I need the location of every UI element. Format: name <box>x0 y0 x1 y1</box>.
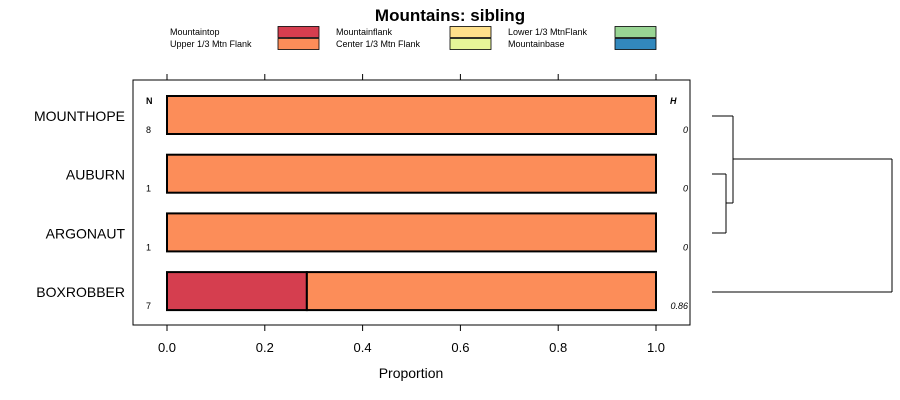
n-value: 1 <box>146 184 151 194</box>
category-label: BOXROBBER <box>36 284 125 300</box>
plot-frame <box>132 79 691 326</box>
category-label: MOUNTHOPE <box>34 108 125 124</box>
x-tick-label: 0.8 <box>549 340 567 355</box>
h-value: 0 <box>683 184 688 194</box>
category-label: ARGONAUT <box>46 225 126 241</box>
x-tick-label: 1.0 <box>647 340 665 355</box>
x-tick-label: 0.0 <box>158 340 176 355</box>
x-tick-label: 0.6 <box>451 340 469 355</box>
bars <box>166 95 657 312</box>
legend-label: Lower 1/3 MtnFlank <box>508 27 588 37</box>
legend-swatch <box>449 38 492 50</box>
h-value: 0 <box>683 242 688 252</box>
bar-segment <box>305 271 657 312</box>
legend-swatch <box>449 26 492 38</box>
legend: Mountaintop Upper 1/3 Mtn Flank Mountainfl… <box>170 26 657 50</box>
bar-segment <box>166 212 657 253</box>
bar-segment <box>166 95 657 135</box>
category-label: AUBURN <box>66 167 125 183</box>
axes: 0.0 0.2 0.4 0.6 0.8 1.0 <box>158 74 665 355</box>
legend-label: Mountainbase <box>508 39 565 49</box>
row-labels: MOUNTHOPE 8 0 AUBURN 1 0 ARGONAUT 1 0 BOXROBBER 7 0… <box>34 108 688 311</box>
n-value: 8 <box>146 125 151 135</box>
dendrogram <box>712 115 893 293</box>
legend-swatch <box>614 26 657 38</box>
legend-label: Mountaintop <box>170 27 220 37</box>
n-value: 7 <box>146 301 151 311</box>
x-tick-label: 0.2 <box>256 340 274 355</box>
legend-label: Mountainflank <box>336 27 393 37</box>
legend-swatch <box>277 38 320 50</box>
h-value: 0.86 <box>670 301 688 311</box>
legend-label: Upper 1/3 Mtn Flank <box>170 39 252 49</box>
n-header: N <box>146 96 153 106</box>
bar-segment <box>166 153 657 194</box>
h-value: 0 <box>683 125 688 135</box>
x-axis-label: Proportion <box>379 365 444 381</box>
legend-swatch <box>277 26 320 38</box>
h-header: H <box>670 96 677 106</box>
chart-title: Mountains: sibling <box>375 6 525 25</box>
bar-segment <box>166 271 308 312</box>
legend-label: Center 1/3 Mtn Flank <box>336 39 421 49</box>
x-tick-label: 0.4 <box>354 340 372 355</box>
n-value: 1 <box>146 242 151 252</box>
legend-swatch <box>614 38 657 50</box>
